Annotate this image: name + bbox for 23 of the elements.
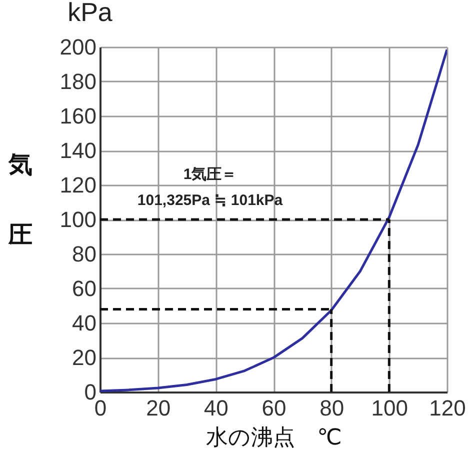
- text: kPa: [68, 0, 113, 27]
- text: 気圧: [8, 152, 32, 248]
- y-tick-label: 180: [60, 69, 96, 94]
- y-tick-label: 120: [60, 172, 96, 198]
- y-tick-label: 60: [72, 276, 96, 301]
- x-tick-label: 40: [204, 396, 228, 420]
- annotation: 101,325Pa ≒ 101kPa: [137, 192, 284, 209]
- x-axis-title: 水の沸点 ℃: [206, 424, 342, 450]
- y-tick-label: 100: [60, 207, 96, 232]
- annotation: 1気圧＝: [183, 166, 237, 183]
- x-tick-label: 60: [262, 396, 286, 420]
- x-tick-label: 80: [320, 396, 344, 420]
- y-tick-label: 20: [72, 345, 96, 370]
- y-tick-label: 80: [72, 242, 96, 266]
- y-tick-label: 0: [84, 380, 96, 404]
- y-tick-label: 140: [60, 138, 96, 163]
- y-tick-label: 160: [60, 104, 96, 128]
- line-series: [100, 48, 447, 392]
- x-tick-label: 120: [429, 396, 466, 420]
- y-tick-label: 40: [72, 310, 96, 336]
- x-tick-label: 100: [371, 396, 408, 420]
- x-tick-label: 20: [146, 396, 171, 420]
- y-tick-label: 200: [60, 34, 96, 60]
